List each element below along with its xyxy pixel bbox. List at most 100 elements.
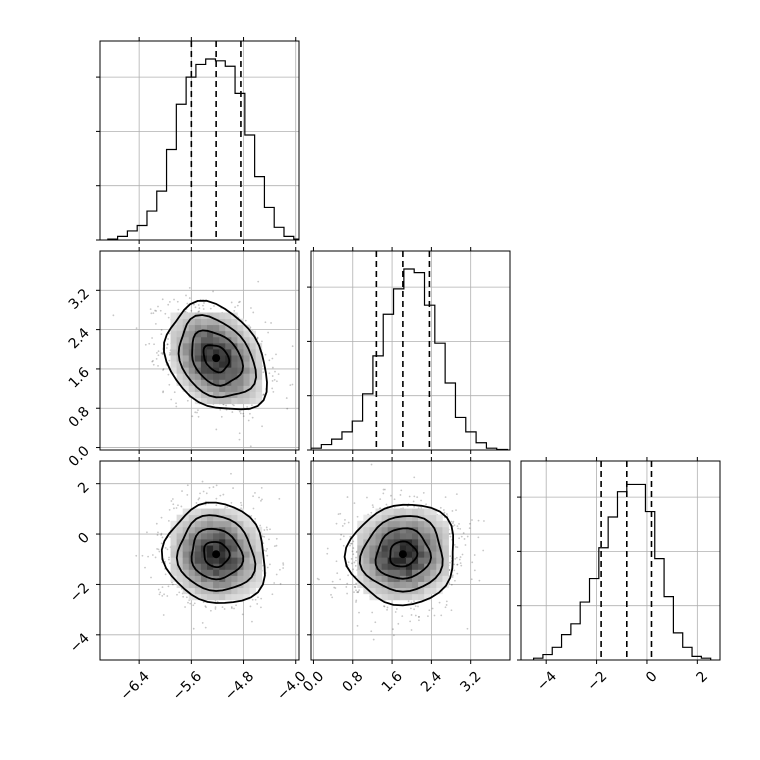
sample-point [448, 569, 451, 572]
density-cell [424, 551, 431, 558]
sample-point [336, 572, 339, 575]
sample-point [154, 322, 157, 325]
sample-point [170, 398, 173, 401]
density-cell [369, 526, 376, 534]
density-cell [405, 508, 413, 516]
sample-point [157, 305, 159, 308]
density-cell [412, 520, 419, 528]
density-cell [188, 526, 196, 534]
sample-point [209, 307, 212, 310]
density-cell [357, 532, 364, 540]
density-cell [249, 587, 257, 595]
density-cell [207, 361, 214, 368]
sample-point [152, 359, 154, 362]
density-cell [387, 587, 395, 595]
density-cell [255, 355, 263, 362]
density-cell [194, 563, 202, 570]
sample-point [354, 586, 357, 589]
density-cell [381, 587, 389, 595]
sample-point [334, 587, 337, 589]
density-cell [381, 557, 389, 564]
density-cell [182, 532, 190, 540]
density-cell [255, 581, 263, 589]
sample-point [464, 544, 467, 546]
x-tick-label-1-1: 0.8 [339, 668, 366, 695]
density-cell [237, 391, 244, 399]
sample-point [236, 304, 239, 307]
density-cell [405, 569, 413, 576]
density-cell [219, 397, 226, 405]
density-cell [255, 575, 263, 582]
sample-point [159, 591, 162, 594]
sample-point [352, 553, 355, 556]
density-cell [399, 532, 407, 540]
sample-point [176, 300, 179, 303]
density-cell [412, 569, 419, 576]
sample-point [349, 542, 352, 545]
sample-point [417, 605, 419, 608]
sample-point [157, 531, 159, 534]
density-cell [207, 557, 214, 564]
density-cell [207, 385, 214, 392]
density-cell [424, 587, 431, 595]
density-cell [255, 373, 263, 380]
density-cell [182, 575, 190, 582]
density-cell [243, 336, 250, 344]
sample-point [163, 593, 165, 596]
density-cell [412, 581, 419, 589]
density-cell [219, 545, 226, 552]
sample-point [147, 555, 149, 558]
panel-frame [520, 460, 721, 661]
sample-point [148, 342, 151, 345]
x-tick-label-2-3: 2 [693, 668, 711, 686]
density-cell [213, 348, 220, 356]
density-cell [200, 587, 208, 595]
density-cell [231, 385, 238, 392]
sample-point [161, 594, 164, 597]
sample-point [168, 332, 171, 335]
sample-point [160, 352, 163, 355]
density-cell [231, 397, 238, 405]
density-cell [219, 593, 226, 601]
sample-point [269, 563, 271, 566]
sample-point [204, 503, 207, 506]
density-cell [375, 563, 383, 570]
density-cell [436, 539, 443, 546]
sample-point [238, 432, 241, 435]
sample-point [273, 378, 276, 381]
sample-point [161, 353, 164, 356]
density-cell [369, 545, 376, 552]
density-cell [200, 539, 208, 546]
sample-point [230, 607, 233, 610]
density-cell [249, 348, 257, 356]
sample-point [246, 406, 249, 408]
density-cell [249, 539, 257, 546]
density-cell [176, 330, 184, 338]
density-cell [255, 569, 263, 576]
y-tick-label-1-0: 0.0 [66, 443, 93, 470]
sample-point [193, 602, 196, 605]
density-cell [436, 581, 443, 589]
sample-point [393, 498, 396, 501]
density-cell [194, 342, 202, 350]
density-cell [182, 557, 190, 564]
density-cell [363, 532, 370, 540]
density-cell [399, 569, 407, 576]
density-cell [412, 551, 419, 558]
sample-point [276, 380, 278, 383]
sample-point [256, 603, 259, 605]
sample-point [450, 520, 453, 523]
sample-point [199, 492, 201, 495]
density-cell [430, 569, 437, 576]
sample-point [185, 596, 188, 599]
density-cell [213, 336, 220, 344]
density-cell [405, 514, 413, 522]
sample-point [347, 574, 350, 577]
sample-point [195, 502, 198, 504]
sample-point [353, 585, 356, 588]
density-cell [194, 348, 202, 356]
contour-level-0 [389, 540, 419, 568]
density-cell [255, 361, 263, 368]
sample-point [186, 494, 189, 496]
sample-point [477, 536, 480, 539]
